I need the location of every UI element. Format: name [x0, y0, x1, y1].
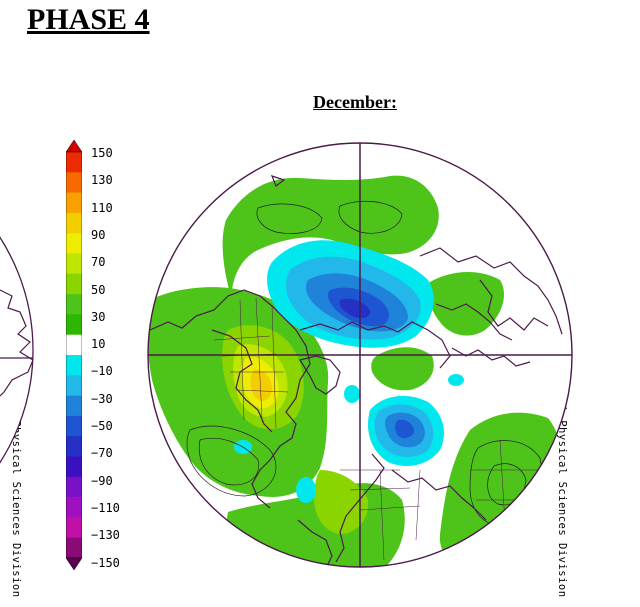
color-scale-bar: [66, 140, 82, 570]
scale-swatch: [66, 212, 82, 234]
scale-label: −150: [91, 555, 120, 570]
scale-swatch: [66, 375, 82, 396]
scale-swatch: [66, 476, 82, 498]
scale-label: −50: [91, 419, 113, 433]
globe: [148, 143, 572, 567]
scale-label: 150: [91, 146, 113, 160]
adjacent-map-fragment: [0, 142, 33, 558]
scale-label: 70: [91, 255, 106, 270]
scale-label: −110: [91, 500, 120, 515]
scale-swatch: [66, 436, 82, 457]
scale-arrow-bottom: [66, 557, 82, 570]
scale-label: −70: [91, 446, 113, 461]
scale-label: 90: [91, 227, 106, 242]
month-title: December:: [313, 92, 397, 112]
map-axes: [148, 143, 572, 567]
scale-label: −90: [91, 473, 113, 488]
negative-anomaly-regions: [234, 240, 464, 503]
scale-label: 110: [91, 200, 113, 215]
scale-swatch: [66, 415, 82, 437]
scale-swatch: [66, 456, 82, 478]
scale-swatch: [66, 294, 82, 315]
adjacent-map-border: [0, 236, 34, 464]
scale-swatch: [66, 152, 82, 173]
scale-swatch: [66, 355, 82, 376]
globe-border: [147, 142, 573, 568]
scale-label: 30: [91, 309, 106, 324]
scale-swatch: [66, 172, 82, 193]
scale-label: 130: [91, 173, 113, 188]
scale-swatch: [66, 192, 82, 214]
scale-swatch: [66, 273, 82, 295]
scale-label: 10: [91, 337, 106, 352]
scale-label: 50: [91, 282, 106, 297]
phase-title: PHASE 4: [27, 3, 150, 36]
scale-swatch: [66, 395, 82, 417]
scale-swatch: [66, 517, 82, 538]
scale-swatch: [66, 314, 82, 335]
scale-label: −130: [91, 528, 120, 543]
scale-swatch: [66, 334, 82, 356]
scale-swatch: [66, 537, 82, 559]
scale-label: −30: [91, 391, 113, 406]
scale-swatch: [66, 497, 82, 518]
scale-swatch: [66, 233, 82, 254]
scale-label: −10: [91, 364, 113, 379]
scale-swatch: [66, 253, 82, 275]
